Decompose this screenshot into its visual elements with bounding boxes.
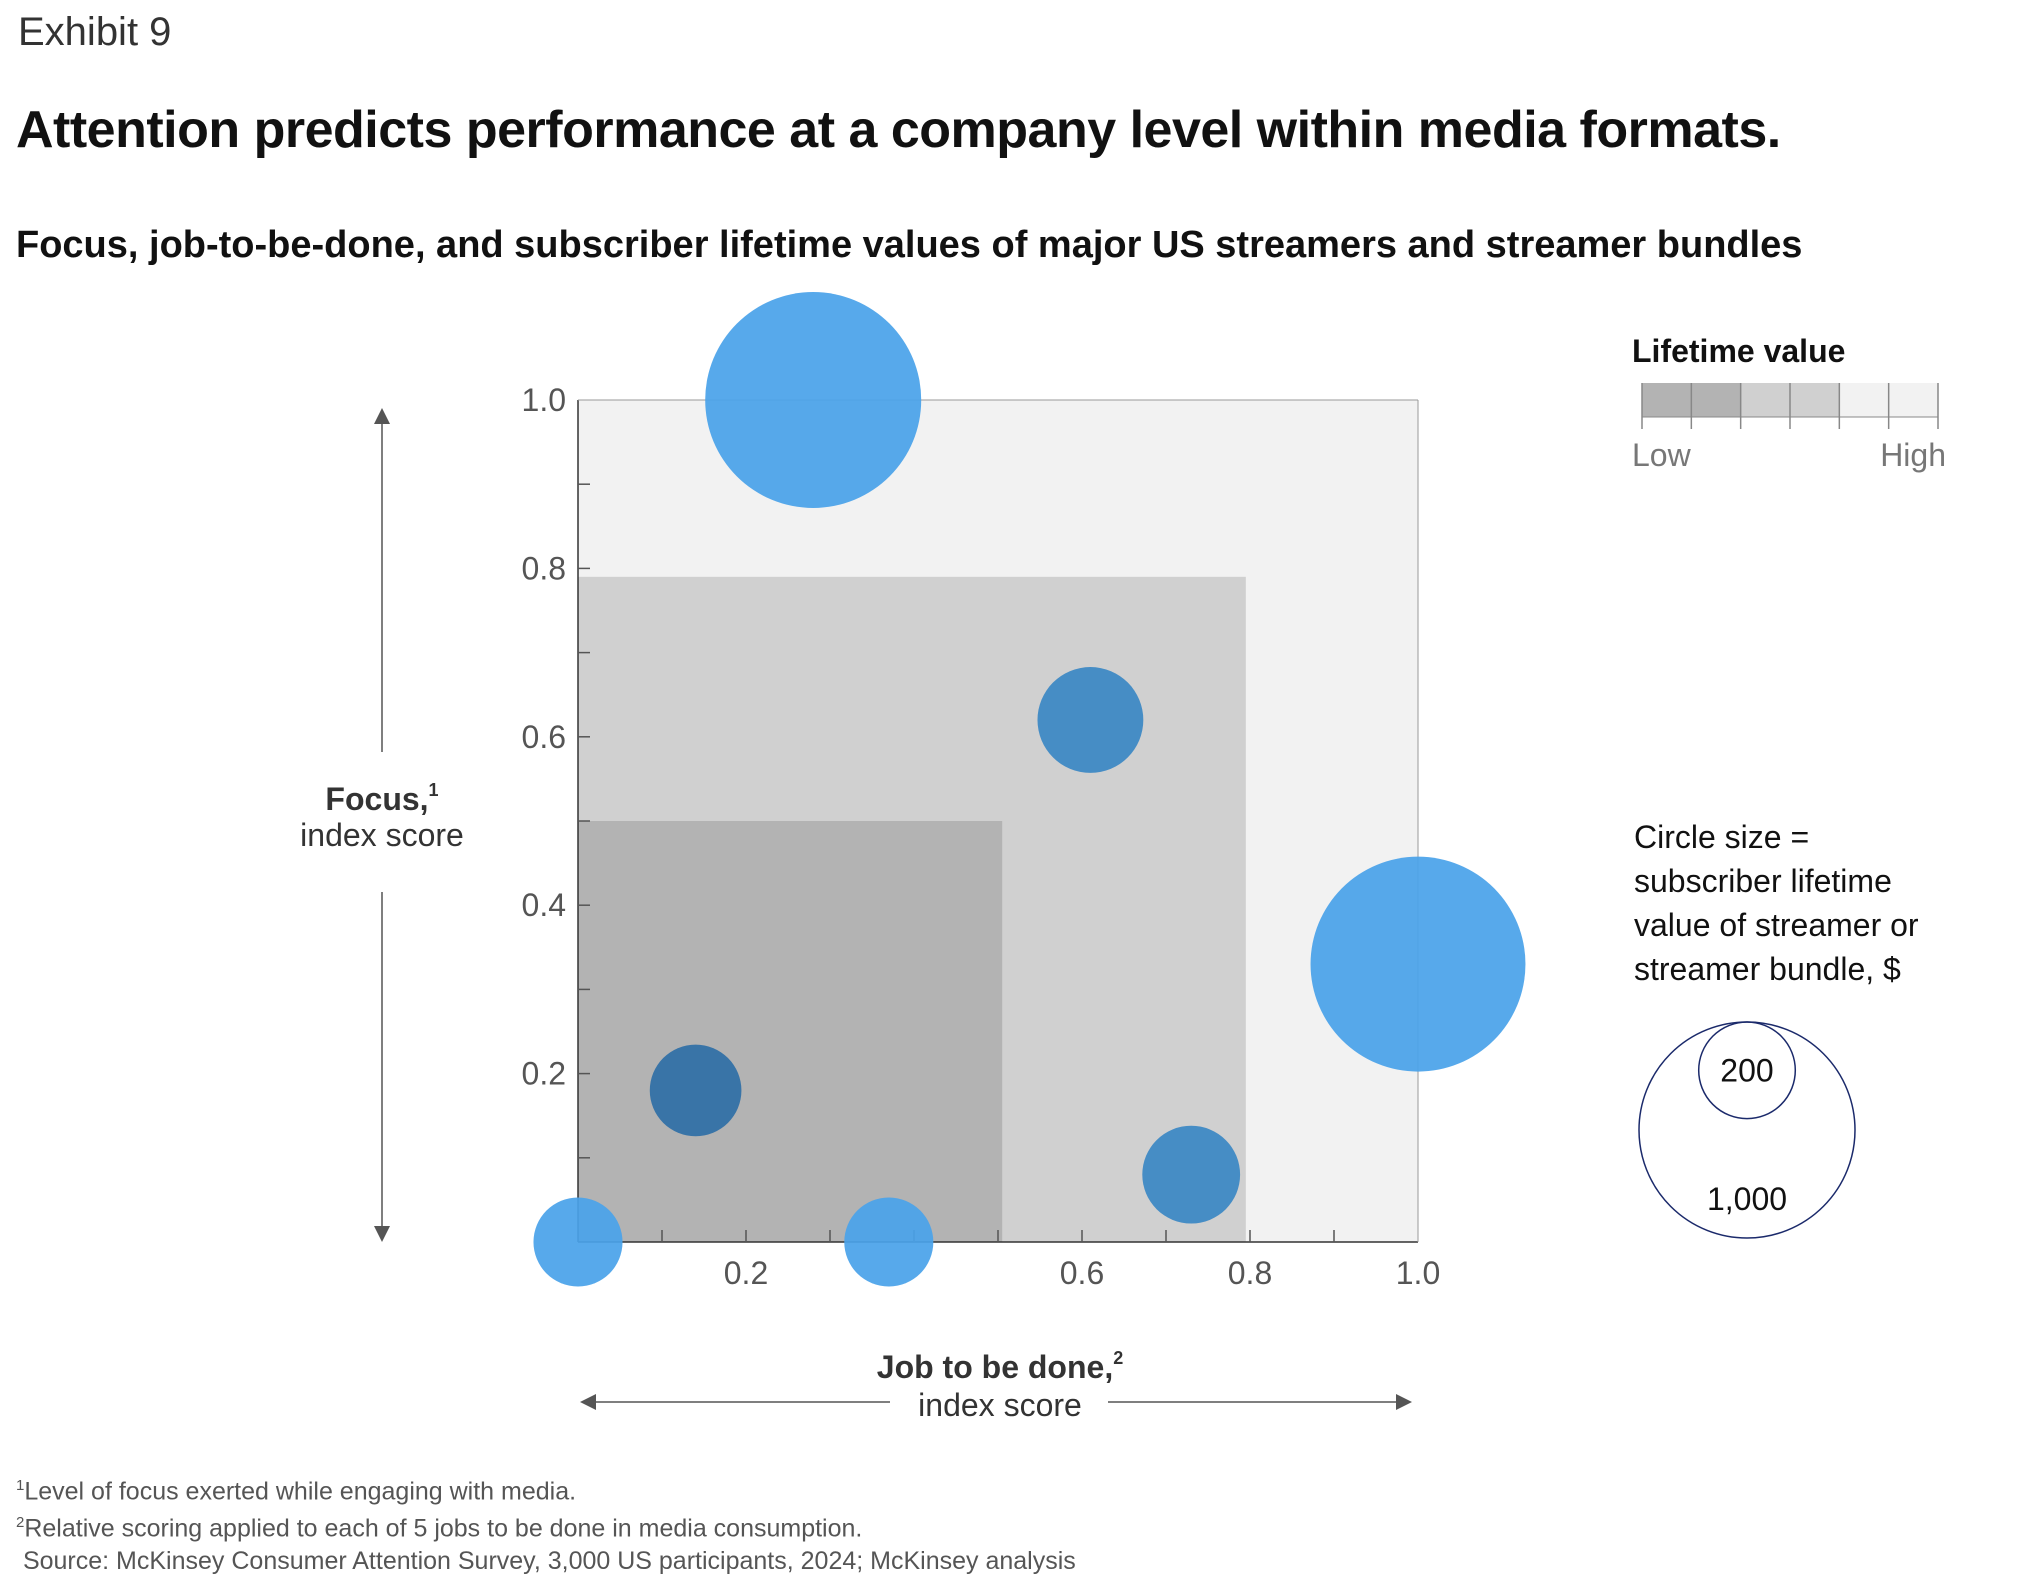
x-axis-title: Job to be done,2 xyxy=(877,1348,1123,1385)
data-point xyxy=(1142,1125,1241,1224)
x-tick-label: 0.8 xyxy=(1228,1255,1272,1291)
data-point xyxy=(1037,667,1144,773)
x-arrow-left-icon xyxy=(580,1394,596,1410)
chart-subtitle: Focus, job-to-be-done, and subscriber li… xyxy=(16,224,1803,266)
x-axis-subtitle: index score xyxy=(918,1387,1082,1423)
y-tick-label: 0.6 xyxy=(522,719,566,755)
lifetime-value-legend: Lifetime value Low High xyxy=(1632,333,1946,473)
data-point xyxy=(1310,856,1526,1072)
source-note: Source: McKinsey Consumer Attention Surv… xyxy=(22,1546,1076,1575)
data-point xyxy=(844,1197,934,1287)
x-tick-label: 0.2 xyxy=(724,1255,768,1291)
x-arrow-right-icon xyxy=(1396,1394,1412,1410)
x-tick-label: 1.0 xyxy=(1396,1255,1440,1291)
y-tick-label: 0.4 xyxy=(522,887,566,923)
y-arrow-down-icon xyxy=(374,1226,390,1242)
background-zone-3 xyxy=(578,821,1003,1242)
y-tick-label: 0.8 xyxy=(522,550,566,586)
size-legend-text-line: Circle size = xyxy=(1634,819,1809,855)
y-tick-label: 1.0 xyxy=(522,382,566,418)
data-point xyxy=(705,292,922,508)
y-axis-title: Focus,1 xyxy=(325,780,438,817)
tick-labels: 0.2 0.6 0.8 1.0 0.2 0.4 0.6 0.8 1.0 xyxy=(522,382,1441,1291)
circle-size-legend: Circle size = subscriber lifetime value of… xyxy=(1634,819,1919,1239)
size-legend-small-label: 200 xyxy=(1720,1052,1773,1088)
size-legend-small-circle xyxy=(1697,1021,1797,1120)
legend-title: Lifetime value xyxy=(1632,333,1845,369)
data-point xyxy=(649,1044,742,1137)
page-title: Attention predicts performance at a comp… xyxy=(16,101,1781,159)
footnote-2: 2Relative scoring applied to each of 5 j… xyxy=(16,1514,863,1543)
y-arrow-up-icon xyxy=(374,408,390,424)
size-legend-text-line: subscriber lifetime xyxy=(1634,863,1892,899)
exhibit-label: Exhibit 9 xyxy=(18,10,172,54)
size-legend-large-label: 1,000 xyxy=(1707,1181,1787,1217)
footnotes: 1Level of focus exerted while engaging w… xyxy=(16,1470,1076,1577)
footnote-1: 1Level of focus exerted while engaging w… xyxy=(16,1477,577,1506)
y-axis-subtitle: index score xyxy=(300,817,464,853)
size-legend-text-line: value of streamer or xyxy=(1634,907,1919,943)
y-tick-label: 0.2 xyxy=(522,1056,566,1092)
bubbles xyxy=(533,292,1526,1287)
data-point xyxy=(533,1197,623,1287)
x-tick-label: 0.6 xyxy=(1060,1255,1104,1291)
legend-low-label: Low xyxy=(1632,437,1692,473)
size-legend-text-line: streamer bundle, $ xyxy=(1634,951,1901,987)
legend-high-label: High xyxy=(1880,437,1946,473)
